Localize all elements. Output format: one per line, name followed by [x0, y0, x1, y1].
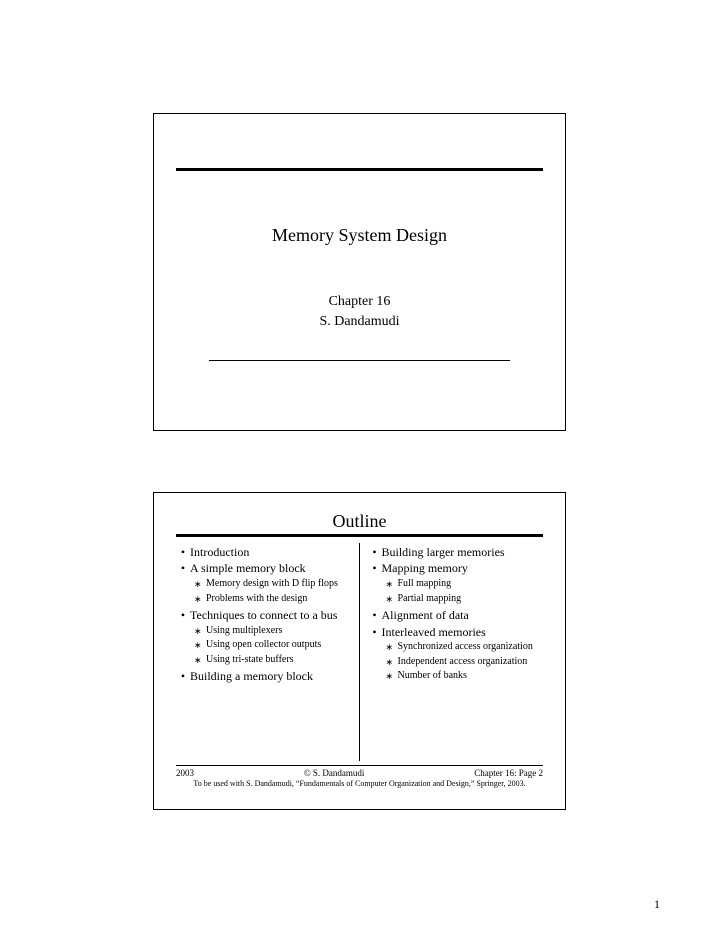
- list-item: •Alignment of data: [368, 608, 544, 623]
- outline-left-column: •Introduction •A simple memory block ∗Me…: [176, 543, 360, 761]
- footer-copyright: © S. Dandamudi: [304, 768, 365, 778]
- list-subitem: ∗Using open collector outputs: [194, 639, 353, 653]
- list-subitem: ∗Problems with the design: [194, 593, 353, 607]
- footer-note: To be used with S. Dandamudi, “Fundament…: [176, 779, 543, 788]
- list-subitem: ∗Partial mapping: [386, 593, 544, 607]
- list-item: •Building a memory block: [176, 669, 353, 684]
- list-item: •A simple memory block: [176, 561, 353, 576]
- footer-year: 2003: [176, 768, 194, 778]
- list-item: •Techniques to connect to a bus: [176, 608, 353, 623]
- page: Memory System Design Chapter 16 S. Danda…: [0, 0, 720, 932]
- chapter-label: Chapter 16: [176, 294, 543, 310]
- list-item: •Building larger memories: [368, 545, 544, 560]
- author-label: S. Dandamudi: [176, 314, 543, 330]
- presentation-title: Memory System Design: [176, 225, 543, 246]
- list-subitem: ∗Using multiplexers: [194, 625, 353, 639]
- slide-footer: 2003 © S. Dandamudi Chapter 16: Page 2: [176, 765, 543, 778]
- list-item: •Mapping memory: [368, 561, 544, 576]
- list-subitem: ∗Full mapping: [386, 578, 544, 592]
- slide-title: Memory System Design Chapter 16 S. Danda…: [153, 113, 566, 431]
- footer-page: Chapter 16: Page 2: [474, 768, 543, 778]
- slide-heading: Outline: [176, 511, 543, 532]
- list-subitem: ∗Number of banks: [386, 670, 544, 684]
- divider: [176, 168, 543, 171]
- list-subitem: ∗Independent access organization: [386, 656, 544, 670]
- divider: [176, 534, 543, 537]
- divider: [209, 360, 510, 361]
- list-subitem: ∗Memory design with D flip flops: [194, 578, 353, 592]
- list-item: •Interleaved memories: [368, 625, 544, 640]
- slide-outline: Outline •Introduction •A simple memory b…: [153, 492, 566, 810]
- outline-right-column: •Building larger memories •Mapping memor…: [360, 543, 544, 761]
- list-subitem: ∗Using tri-state buffers: [194, 654, 353, 668]
- list-item: •Introduction: [176, 545, 353, 560]
- page-number: 1: [654, 897, 660, 912]
- outline-columns: •Introduction •A simple memory block ∗Me…: [176, 543, 543, 761]
- list-subitem: ∗Synchronized access organization: [386, 641, 544, 655]
